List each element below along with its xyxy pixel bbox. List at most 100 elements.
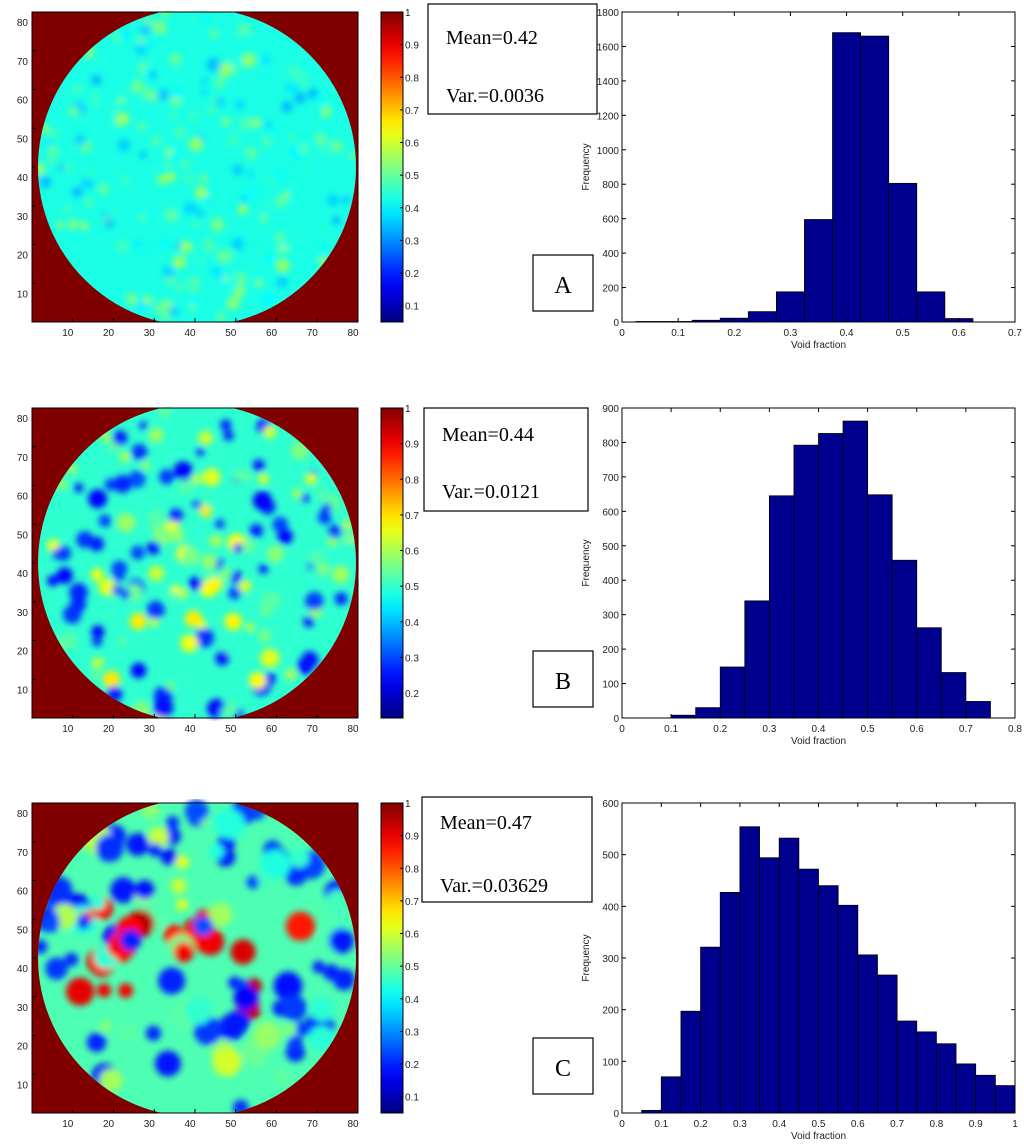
colorbar-tick-label: 0.2 xyxy=(405,269,419,280)
map-x-tick-label: 10 xyxy=(62,724,74,735)
hist-y-tick-label: 500 xyxy=(602,542,619,553)
map-x-tick-label: 80 xyxy=(347,724,359,735)
map-x-tick-label: 70 xyxy=(307,328,319,339)
map-y-tick-label: 70 xyxy=(17,453,29,464)
hist-y-tick-label: 400 xyxy=(602,249,619,260)
colorbar-tick-label: 0.2 xyxy=(405,1060,419,1071)
histogram-bar xyxy=(739,826,760,1114)
hist-x-axis-label: Void fraction xyxy=(791,736,846,747)
panel-letter: C xyxy=(555,1056,571,1082)
histogram-bar xyxy=(775,291,805,323)
panel-letter-box xyxy=(532,650,594,708)
colorbar-tick-label: 0.3 xyxy=(405,1027,419,1038)
map-x-tick-label: 30 xyxy=(144,724,156,735)
hist-y-tick-label: 600 xyxy=(602,507,619,518)
colorbar-tick-label: 0.7 xyxy=(405,106,419,117)
histogram-bar xyxy=(994,1085,1016,1114)
histogram-bar xyxy=(965,701,991,719)
map-y-tick-label: 80 xyxy=(17,18,29,29)
colorbar-tick-label: 0.7 xyxy=(405,897,419,908)
hist-y-tick-label: 1600 xyxy=(597,42,620,53)
map-field xyxy=(38,8,356,322)
histogram-bar xyxy=(641,1110,662,1114)
histogram-bar xyxy=(896,1020,918,1114)
hist-x-tick-label: 0.5 xyxy=(896,328,910,339)
histogram-bar xyxy=(867,494,893,719)
map-x-tick-label: 10 xyxy=(62,1119,74,1130)
map-x-tick-label: 40 xyxy=(184,1119,196,1130)
map-y-tick-label: 80 xyxy=(17,414,29,425)
map-y-tick-label: 10 xyxy=(17,289,29,300)
colorbar-tick-label: 0.3 xyxy=(405,236,419,247)
hist-x-tick-label: 0.1 xyxy=(654,1119,668,1130)
hist-y-tick-label: 1800 xyxy=(597,8,620,19)
histogram-bar xyxy=(798,868,819,1114)
panel-letter-box xyxy=(532,1037,594,1095)
colorbar-tick-label: 0.9 xyxy=(405,440,419,451)
histogram-bar xyxy=(837,904,859,1114)
hist-x-tick-label: 0.6 xyxy=(952,328,966,339)
map-x-tick-label: 70 xyxy=(307,1119,319,1130)
colorbar-tick-label: 0.8 xyxy=(405,73,419,84)
histogram-bar xyxy=(857,954,878,1114)
mean-label: Mean=0.47 xyxy=(440,812,532,834)
map-y-tick-label: 50 xyxy=(17,530,29,541)
colorbar-tick-label: 1 xyxy=(405,8,411,19)
hist-y-tick-label: 100 xyxy=(602,1057,619,1068)
map-x-tick-label: 30 xyxy=(144,1119,156,1130)
histogram: 0 0.1 0.2 0.3 0.4 0.5 0.6 0.7 0 200 400 600 800 1000 1… xyxy=(581,8,1022,351)
stats-box: Mean=0.44 Var.=0.0121 xyxy=(423,407,589,512)
histogram-bar xyxy=(660,1076,682,1114)
hist-x-tick-label: 0.3 xyxy=(762,724,776,735)
histogram-bar xyxy=(793,444,819,719)
map-x-tick-label: 80 xyxy=(347,1119,359,1130)
stats-box-frame xyxy=(427,3,598,115)
hist-y-tick-label: 0 xyxy=(613,318,619,329)
hist-x-tick-label: 0.5 xyxy=(861,724,875,735)
map-y-tick-label: 60 xyxy=(17,96,29,107)
hist-y-tick-label: 500 xyxy=(602,851,619,862)
variance-label: Var.=0.03629 xyxy=(440,875,548,897)
map-x-tick-label: 60 xyxy=(266,328,278,339)
map-y-tick-label: 10 xyxy=(17,685,29,696)
map-x-tick-label: 10 xyxy=(62,328,74,339)
colorbar-tick-label: 1 xyxy=(405,799,411,810)
hist-y-tick-label: 200 xyxy=(602,1006,619,1017)
colorbar-tick-label: 0.5 xyxy=(405,582,419,593)
hist-y-tick-label: 400 xyxy=(602,902,619,913)
panel-letter: B xyxy=(555,669,571,695)
colorbar-tick-label: 0.4 xyxy=(405,618,419,629)
map-x-tick-label: 80 xyxy=(347,328,359,339)
map-x-tick-label: 70 xyxy=(307,724,319,735)
map-field xyxy=(38,405,356,722)
map-y-tick-label: 50 xyxy=(17,134,29,145)
histogram: 0 0.1 0.2 0.3 0.4 0.5 0.6 0.7 0.8 0.9 1 0 100 200 300 4… xyxy=(581,799,1018,1142)
map-y-tick-label: 40 xyxy=(17,173,29,184)
histogram-bar xyxy=(888,182,918,323)
hist-y-tick-label: 400 xyxy=(602,576,619,587)
hist-y-tick-label: 700 xyxy=(602,473,619,484)
panel-a: 10 20 30 40 50 60 70 8010203040506070800.10.20.… xyxy=(17,3,1022,351)
colorbar-tick-label: 0.8 xyxy=(405,475,419,486)
map-y-tick-label: 30 xyxy=(17,212,29,223)
hist-x-tick-label: 0.2 xyxy=(727,328,741,339)
histogram-bar xyxy=(804,219,833,323)
map-x-tick-label: 50 xyxy=(225,1119,237,1130)
histogram-bar xyxy=(877,974,898,1114)
panel-letter: A xyxy=(554,273,572,299)
histogram-bar xyxy=(860,35,890,323)
hist-x-tick-label: 0.8 xyxy=(929,1119,943,1130)
hist-x-tick-label: 1 xyxy=(1012,1119,1018,1130)
colorbar-tick-label: 0.5 xyxy=(405,171,419,182)
histogram-bar xyxy=(842,420,869,719)
hist-y-axis-label: Frequency xyxy=(581,143,592,190)
panel-letter-box xyxy=(532,254,594,312)
hist-x-tick-label: 0.1 xyxy=(664,724,678,735)
map-y-tick-label: 20 xyxy=(17,1042,29,1053)
map-y-tick-label: 30 xyxy=(17,608,29,619)
hist-y-axis-label: Frequency xyxy=(581,934,592,981)
hist-x-axis-label: Void fraction xyxy=(791,340,846,351)
colorbar-tick-label: 0.3 xyxy=(405,653,419,664)
colorbar-tick-label: 0.4 xyxy=(405,995,419,1006)
colorbar-gradient xyxy=(380,802,404,1114)
